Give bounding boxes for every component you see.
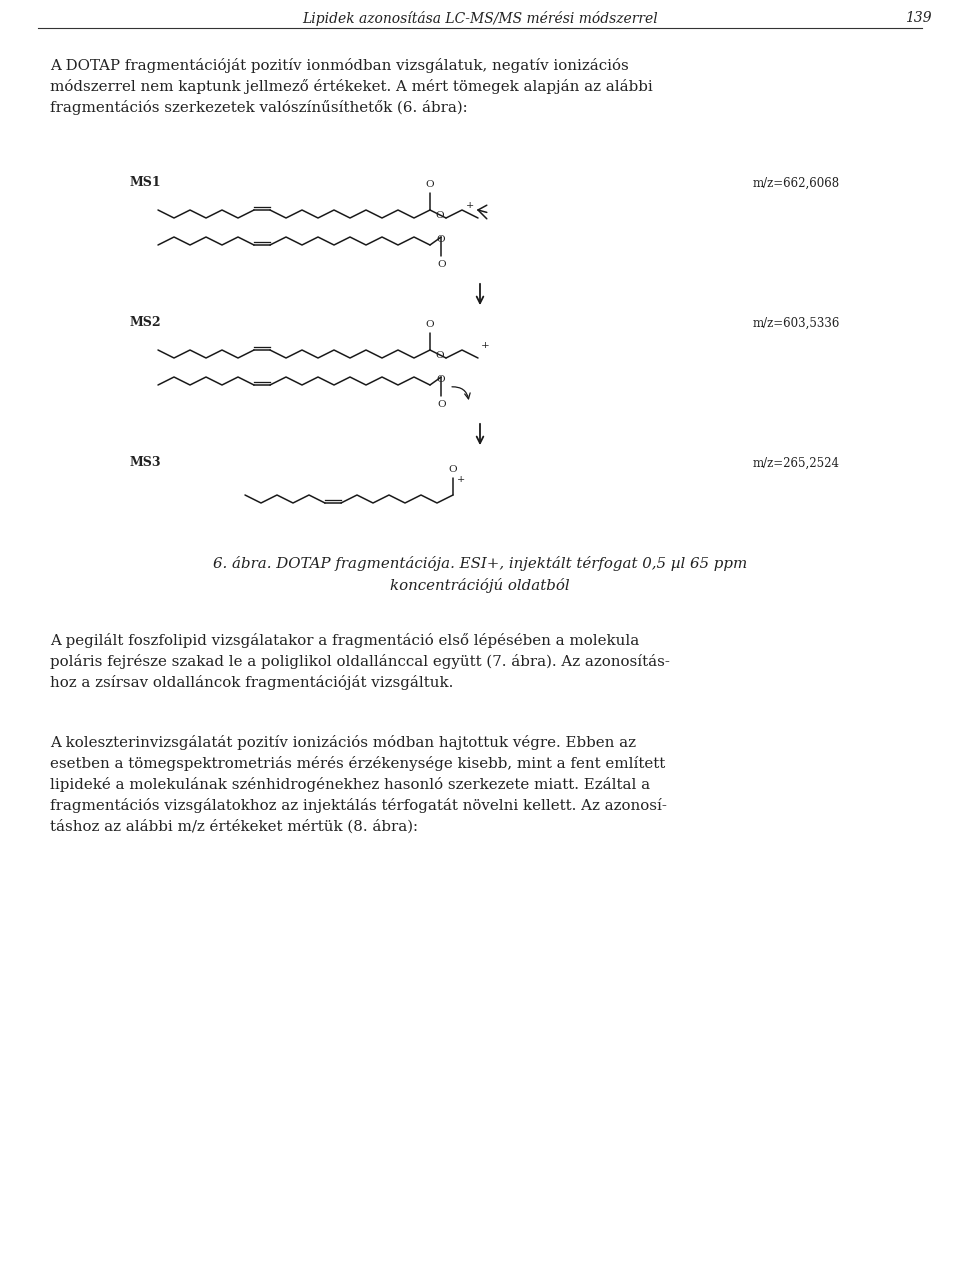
Text: m/z=662,6068: m/z=662,6068 — [753, 177, 840, 190]
Text: m/z=265,2524: m/z=265,2524 — [753, 457, 840, 469]
Text: MS1: MS1 — [130, 177, 161, 190]
Text: O: O — [437, 374, 445, 383]
Text: O: O — [425, 321, 434, 329]
Text: 139: 139 — [905, 11, 932, 25]
Text: +: + — [466, 201, 474, 210]
Text: hoz a zsírsav oldalláncok fragmentációját vizsgáltuk.: hoz a zsírsav oldalláncok fragmentációjá… — [50, 675, 453, 689]
Text: poláris fejrésze szakad le a poliglikol oldallánccal együtt (7. ábra). Az azonos: poláris fejrésze szakad le a poliglikol … — [50, 654, 670, 669]
Text: A koleszterinvizsgálatát pozitív ionizációs módban hajtottuk végre. Ebben az: A koleszterinvizsgálatát pozitív ionizác… — [50, 735, 636, 750]
Text: fragmentációs szerkezetek valószínűsíthetők (6. ábra):: fragmentációs szerkezetek valószínűsíthe… — [50, 100, 468, 114]
Text: O: O — [425, 181, 434, 190]
Text: MS3: MS3 — [130, 457, 161, 469]
Text: esetben a tömegspektrometriás mérés érzékenysége kisebb, mint a fent említett: esetben a tömegspektrometriás mérés érzé… — [50, 756, 665, 771]
Text: lipideké a molekulának szénhidrogénekhez hasonló szerkezete miatt. Ezáltal a: lipideké a molekulának szénhidrogénekhez… — [50, 777, 650, 792]
Text: 6. ábra. DOTAP fragmentációja. ESI+, injektált térfogat 0,5 µl 65 ppm: 6. ábra. DOTAP fragmentációja. ESI+, inj… — [213, 556, 747, 571]
Text: Lipidek azonosítása LC-MS/MS mérési módszerrel: Lipidek azonosítása LC-MS/MS mérési móds… — [302, 10, 658, 25]
Text: O: O — [437, 234, 445, 243]
Text: koncentrációjú oldatból: koncentrációjú oldatból — [390, 577, 570, 593]
Text: +: + — [481, 341, 490, 350]
Text: A DOTAP fragmentációját pozitív ionmódban vizsgálatuk, negatív ionizációs: A DOTAP fragmentációját pozitív ionmódba… — [50, 59, 629, 73]
Text: +: + — [457, 476, 466, 485]
Text: MS2: MS2 — [130, 317, 161, 329]
Text: táshoz az alábbi m/z értékeket mértük (8. ábra):: táshoz az alábbi m/z értékeket mértük (8… — [50, 819, 418, 833]
Text: O: O — [448, 466, 457, 474]
Text: O: O — [436, 351, 444, 360]
Text: fragmentációs vizsgálatokhoz az injektálás térfogatát növelni kellett. Az azonos: fragmentációs vizsgálatokhoz az injektál… — [50, 798, 667, 813]
Text: módszerrel nem kaptunk jellmező értékeket. A mért tömegek alapján az alábbi: módszerrel nem kaptunk jellmező értékeke… — [50, 79, 653, 94]
Text: O: O — [436, 211, 444, 220]
Text: m/z=603,5336: m/z=603,5336 — [753, 317, 840, 329]
Text: O: O — [437, 399, 445, 410]
Text: A pegilált foszfolipid vizsgálatakor a fragmentáció első lépésében a molekula: A pegilált foszfolipid vizsgálatakor a f… — [50, 633, 639, 647]
Text: O: O — [437, 259, 445, 268]
